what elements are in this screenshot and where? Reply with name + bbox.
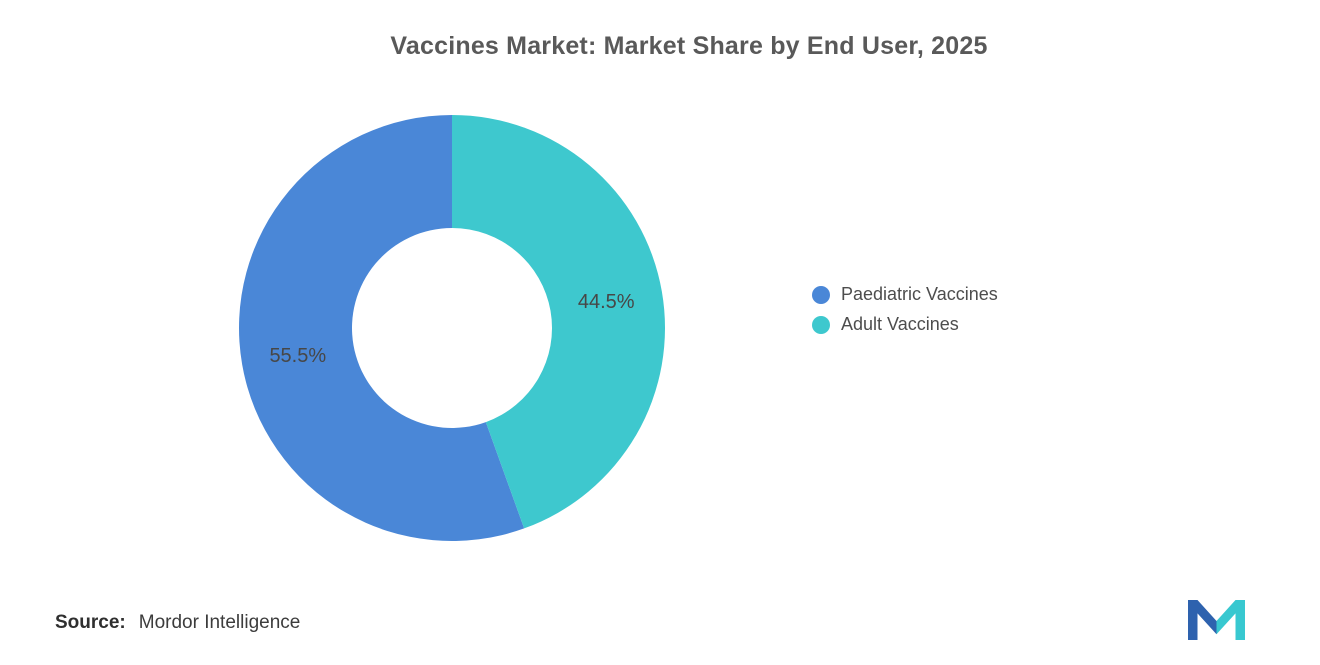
donut-chart-svg: 55.5% 44.5% — [239, 115, 666, 541]
logo-left-diagonal — [1197, 600, 1217, 635]
legend-item-adult-vaccines: Adult Vaccines — [812, 314, 998, 335]
source-value: Mordor Intelligence — [138, 612, 301, 633]
slice-value-label: 55.5% — [269, 345, 326, 367]
logo-right-diagonal — [1216, 600, 1236, 635]
logo-left-leg — [1188, 600, 1198, 640]
legend-label: Paediatric Vaccines — [841, 284, 998, 304]
mordor-intelligence-logo-icon — [1188, 600, 1245, 640]
slice-value-label: 44.5% — [578, 291, 635, 313]
legend-label: Adult Vaccines — [841, 314, 959, 334]
source-line: Source: Mordor Intelligence — [55, 612, 300, 634]
donut-slice-0 — [239, 115, 525, 541]
legend-item-paediatric-vaccines: Paediatric Vaccines — [812, 284, 998, 305]
source-label: Source: — [55, 612, 126, 633]
donut-slice-1 — [452, 115, 666, 529]
legend-swatch-adult-icon — [812, 315, 830, 334]
logo-right-leg — [1235, 600, 1245, 640]
donut-chart: 55.5% 44.5% — [237, 113, 667, 543]
chart-title: Vaccines Market: Market Share by End Use… — [390, 32, 988, 60]
legend-swatch-paediatric-icon — [812, 285, 830, 304]
legend: Paediatric Vaccines Adult Vaccines — [812, 284, 998, 344]
